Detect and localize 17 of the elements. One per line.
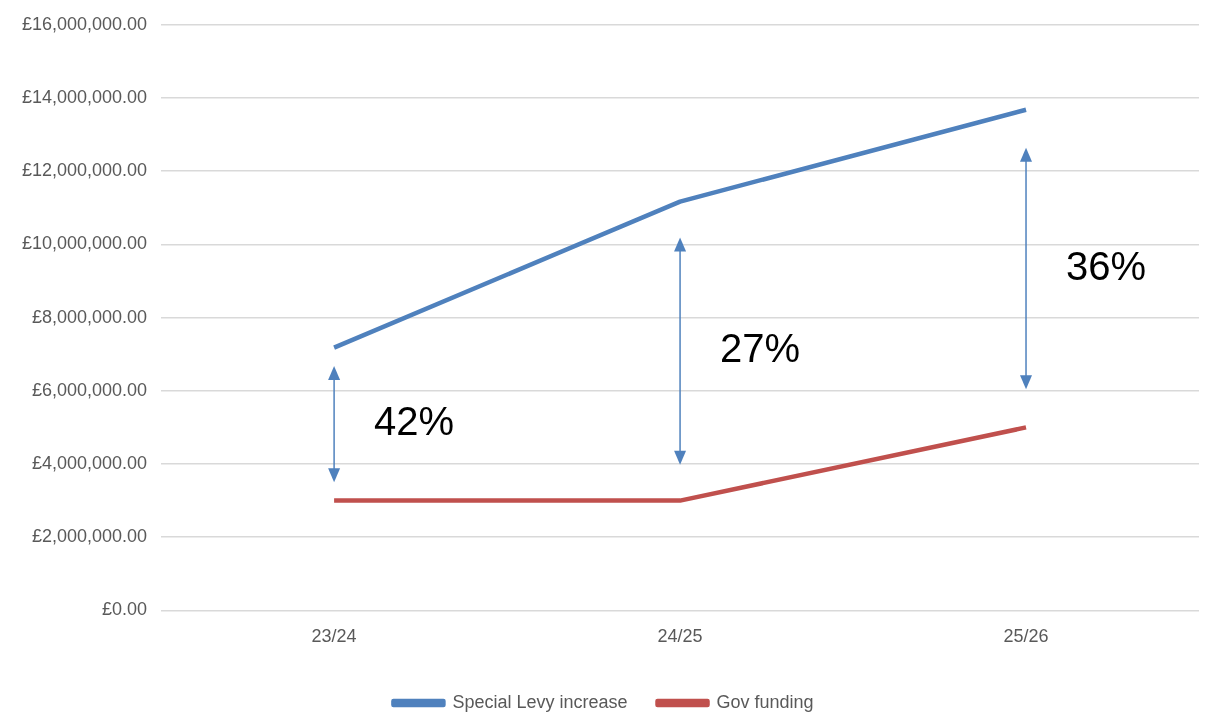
y-tick-label: £4,000,000.00 <box>32 452 148 473</box>
y-tick-label: £8,000,000.00 <box>32 306 148 327</box>
annotation: 36% <box>1066 243 1147 288</box>
x-tick-label: 24/25 <box>657 626 703 647</box>
x-tick-label: 25/26 <box>1003 626 1049 647</box>
x-tick-label: 23/24 <box>311 626 357 647</box>
y-tick-label: £0.00 <box>102 599 148 620</box>
legend-label: Special Levy increase <box>452 691 628 712</box>
legend-label: Gov funding <box>716 691 814 712</box>
y-tick-label: £6,000,000.00 <box>32 379 148 400</box>
annotation: 27% <box>720 326 801 371</box>
y-tick-label: £2,000,000.00 <box>32 526 148 547</box>
y-tick-label: £16,000,000.00 <box>22 13 148 34</box>
y-tick-label: £12,000,000.00 <box>22 160 148 181</box>
y-tick-label: £14,000,000.00 <box>22 86 148 107</box>
annotation: 42% <box>374 399 455 444</box>
y-tick-label: £10,000,000.00 <box>22 233 148 254</box>
